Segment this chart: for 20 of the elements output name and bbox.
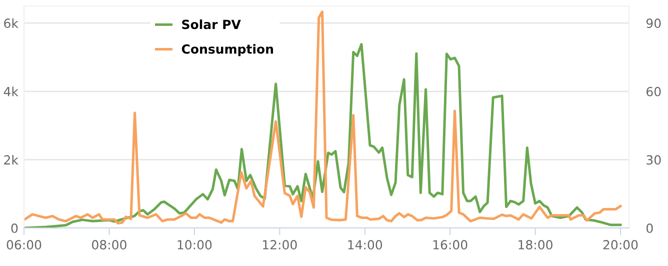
x-tick-label: 06:00 [6, 240, 42, 250]
legend-label: Consumption [182, 44, 273, 56]
y2-tick-label: 30 [646, 155, 661, 165]
x-tick-label: 18:00 [518, 240, 552, 250]
x-tick-label: 16:00 [433, 240, 468, 250]
y2-tick-label: 90 [646, 18, 661, 28]
legend-label: Solar PV [182, 19, 241, 30]
line-series [24, 10, 622, 224]
y2-tick-label: 60 [646, 86, 661, 96]
y2-tick-label: 0 [646, 223, 653, 233]
x-tick-label: 08:00 [92, 240, 126, 250]
x-tick-label: 14:00 [348, 240, 382, 250]
y-tick-label: 4k [4, 86, 18, 96]
x-tick-label: 20:00 [603, 240, 638, 250]
y-tick-label: 6k [4, 18, 18, 28]
line-series [24, 43, 622, 228]
x-tick-label: 12:00 [262, 240, 297, 250]
x-tick-label: 10:00 [178, 240, 212, 250]
y-tick-label: 0 [11, 223, 18, 233]
y-tick-label: 2k [4, 154, 18, 164]
